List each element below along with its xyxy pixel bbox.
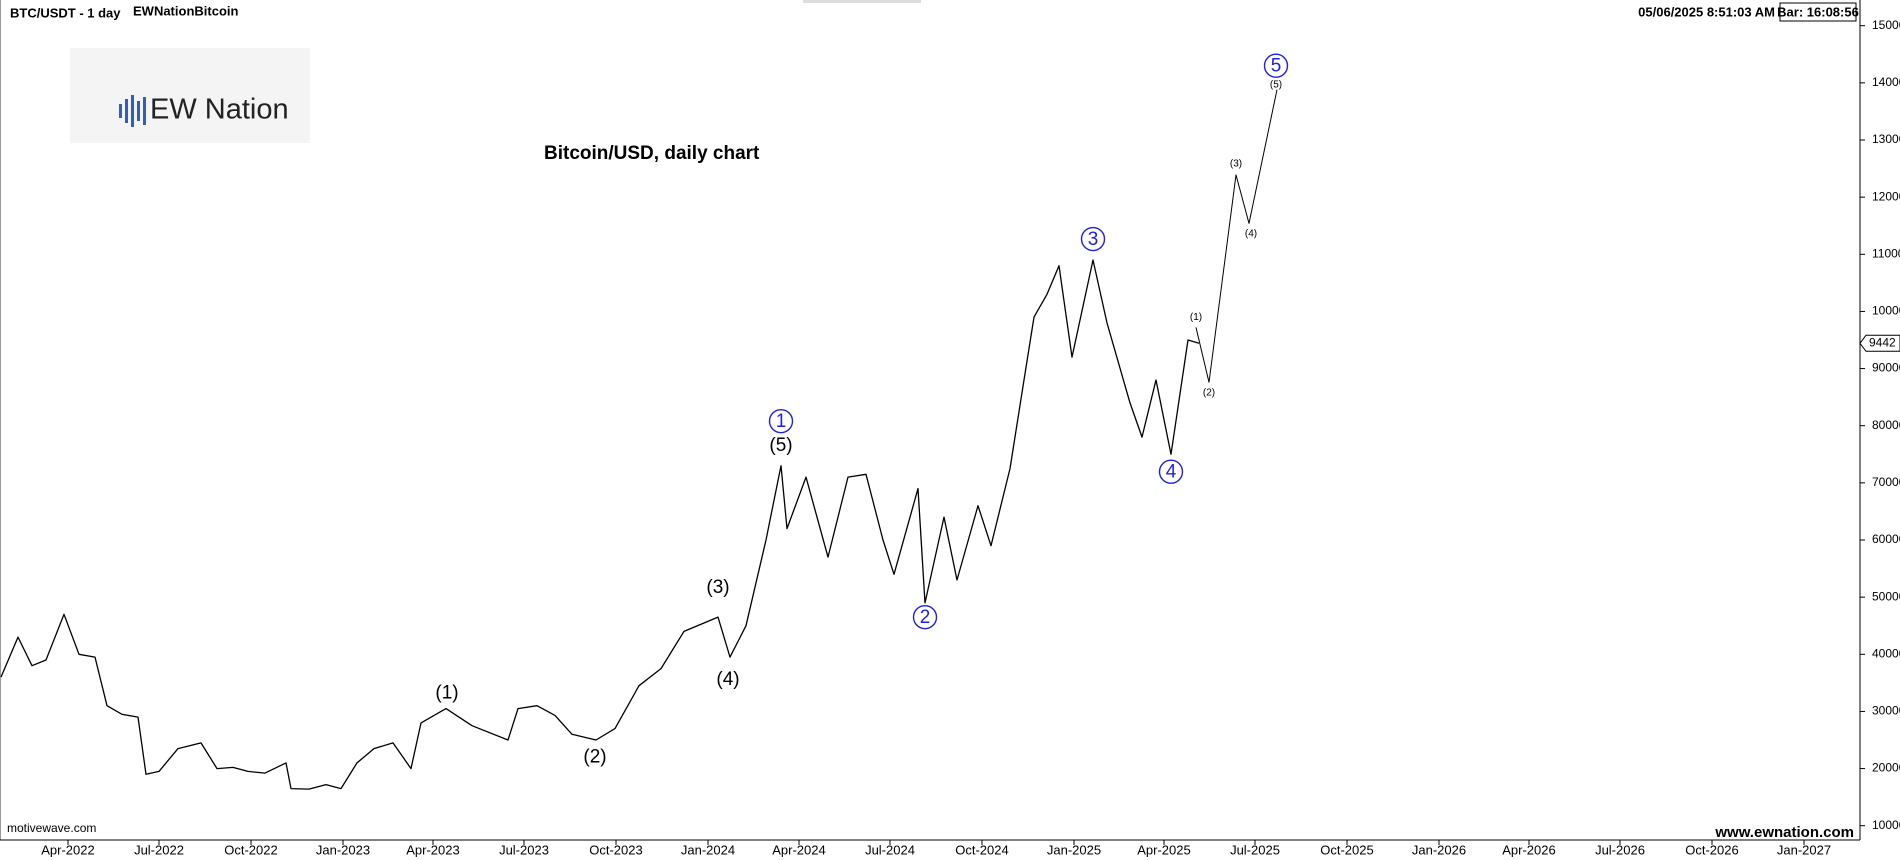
timestamp: 05/06/2025 8:51:03 AM	[1638, 4, 1775, 19]
price-tag-box	[1859, 334, 1900, 352]
y-tick-label: 40000	[1872, 646, 1900, 660]
wave-label: (3)	[1230, 158, 1242, 169]
x-tick-label: Jan-2024	[681, 842, 735, 857]
account: EWNationBitcoin	[133, 3, 238, 18]
wave-label: (4)	[716, 669, 739, 690]
price-tag: 9442	[1869, 335, 1896, 349]
y-tick-label: 110000	[1872, 246, 1900, 260]
y-tick-label: 100000	[1872, 304, 1900, 318]
x-tick-label: Jan-2025	[1047, 842, 1101, 857]
wave-label-circled: 2	[920, 607, 931, 628]
logo-icon	[119, 95, 146, 127]
footer-left: motivewave.com	[7, 821, 96, 835]
footer-right: www.ewnation.com	[1714, 824, 1854, 841]
wave-label: (5)	[1270, 80, 1282, 91]
x-tick-label: Oct-2022	[224, 842, 277, 857]
x-tick-label: Oct-2026	[1685, 842, 1738, 857]
x-tick-label: Apr-2024	[772, 842, 825, 857]
x-tick-label: Jul-2024	[865, 842, 915, 857]
logo-box	[70, 48, 310, 143]
x-tick-label: Oct-2023	[589, 842, 642, 857]
wave-circle	[912, 604, 938, 630]
wave-label-circled: 5	[1271, 56, 1282, 77]
x-tick-label: Apr-2026	[1502, 842, 1555, 857]
y-tick-label: 120000	[1872, 189, 1900, 203]
x-tick-label: Jan-2023	[316, 842, 370, 857]
wave-label-circled: 3	[1088, 229, 1099, 250]
y-tick-label: 60000	[1872, 532, 1900, 546]
symbol: BTC/USDT - 1 day	[10, 5, 121, 20]
wave-circle	[1080, 226, 1106, 252]
wave-label: (4)	[1245, 229, 1257, 240]
wave-circle	[1263, 53, 1289, 78]
x-tick-label: Jul-2025	[1230, 842, 1280, 857]
y-tick-label: 10000	[1872, 818, 1900, 832]
wave-label: (2)	[583, 747, 606, 768]
wave-label: (2)	[1203, 387, 1215, 398]
wave-circle	[1158, 459, 1184, 484]
price-line	[1195, 89, 1278, 383]
wave-label-circled: 1	[776, 411, 787, 432]
bar-timer: Bar: 16:08:56	[1777, 4, 1859, 19]
y-tick-label: 90000	[1872, 361, 1900, 375]
x-tick-label: Jan-2026	[1412, 842, 1466, 857]
x-tick-label: Apr-2022	[41, 842, 94, 857]
x-tick-label: Jul-2022	[134, 842, 184, 857]
x-tick-label: Oct-2024	[955, 842, 1008, 857]
y-tick-label: 130000	[1872, 132, 1900, 146]
top-handle	[803, 0, 921, 3]
y-tick-label: 20000	[1872, 761, 1900, 775]
logo-text: EW Nation	[150, 94, 289, 126]
bar-timer-box	[1779, 2, 1857, 22]
x-tick-label: Jan-2027	[1777, 842, 1831, 857]
x-tick-label: Apr-2023	[406, 842, 459, 857]
x-tick-label: Oct-2025	[1320, 842, 1373, 857]
wave-label: (5)	[769, 435, 792, 456]
y-tick-label: 30000	[1872, 704, 1900, 718]
price-line	[0, 259, 1200, 790]
wave-label: (1)	[435, 683, 458, 704]
wave-label: (3)	[706, 577, 729, 598]
x-tick-label: Jul-2023	[499, 842, 549, 857]
wave-circle	[768, 408, 794, 434]
y-tick-label: 50000	[1872, 589, 1900, 603]
x-tick-label: Apr-2025	[1137, 842, 1190, 857]
y-tick-label: 70000	[1872, 475, 1900, 489]
chart-title: Bitcoin/USD, daily chart	[544, 143, 760, 164]
y-tick-label: 140000	[1872, 75, 1900, 89]
wave-label-circled: 4	[1166, 462, 1177, 483]
y-tick-label: 80000	[1872, 418, 1900, 432]
y-tick-label: 150000	[1872, 18, 1900, 32]
wave-label: (1)	[1190, 312, 1202, 323]
x-tick-label: Jul-2026	[1595, 842, 1645, 857]
